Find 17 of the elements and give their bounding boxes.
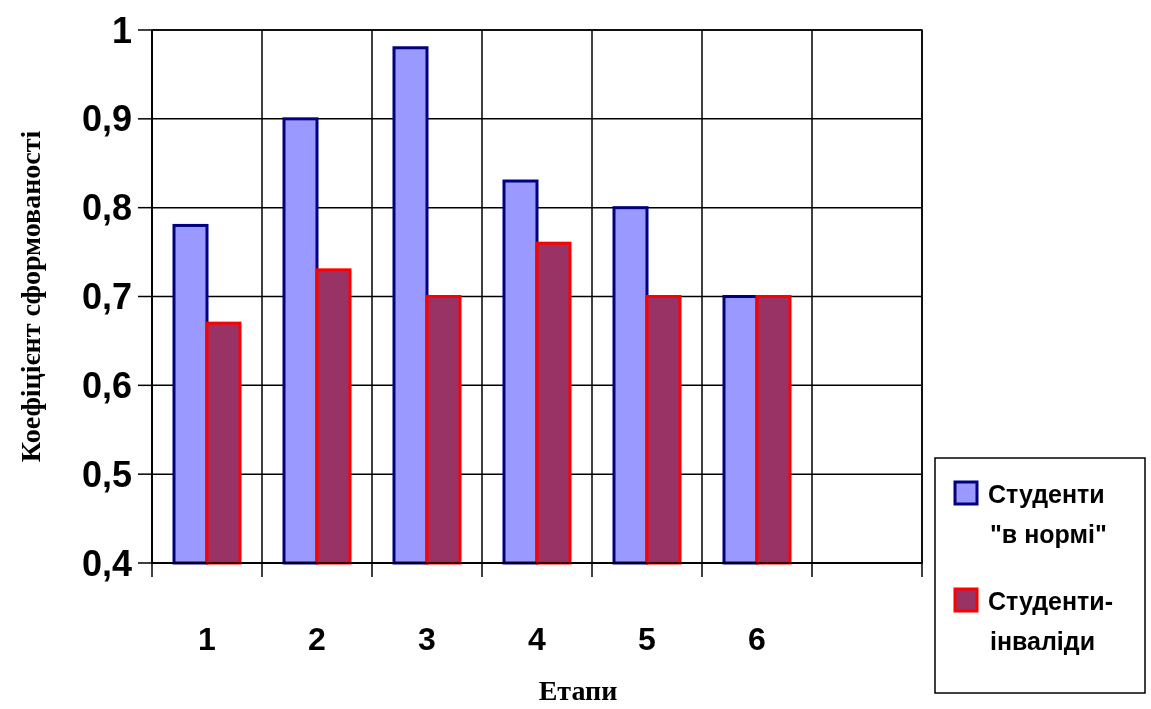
x-tick-label: 6 bbox=[748, 621, 766, 657]
x-tick-label: 5 bbox=[638, 621, 656, 657]
x-axis-title: Етапи bbox=[538, 675, 618, 706]
y-tick-label: 0,9 bbox=[81, 98, 132, 140]
y-tick-label: 0,8 bbox=[81, 187, 132, 229]
x-tick-label: 3 bbox=[418, 621, 436, 657]
x-tick-label: 4 bbox=[528, 621, 547, 657]
y-tick-label: 0,6 bbox=[81, 364, 132, 406]
legend-label: Студенти "в нормі" bbox=[988, 480, 1107, 548]
y-axis-title: Коефіцієнт сформованості bbox=[15, 130, 46, 463]
legend-label: Студенти-інваліди bbox=[988, 587, 1114, 655]
y-tick-label: 1 bbox=[111, 9, 132, 51]
y-tick-label: 0,5 bbox=[81, 453, 132, 495]
x-tick-label: 1 bbox=[198, 621, 216, 657]
y-tick-label: 0,4 bbox=[81, 542, 132, 584]
x-tick-label: 2 bbox=[308, 621, 326, 657]
y-tick-label: 0,7 bbox=[81, 276, 132, 318]
